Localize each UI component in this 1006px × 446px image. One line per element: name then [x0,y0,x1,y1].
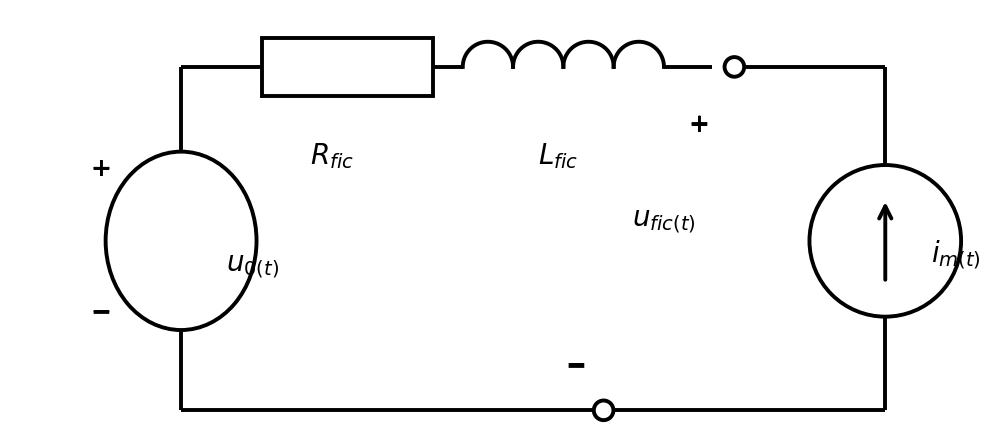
Text: $i_{m(t)}$: $i_{m(t)}$ [931,238,980,271]
Text: +: + [91,158,111,181]
Text: $u_{fic(t)}$: $u_{fic(t)}$ [632,210,696,236]
Text: −: − [565,354,585,378]
Text: $u_{0(t)}$: $u_{0(t)}$ [226,254,280,281]
Ellipse shape [106,152,257,330]
Text: +: + [689,113,709,137]
Bar [262,38,433,96]
Text: −: − [91,301,111,324]
Text: +: + [689,113,709,136]
Text: +: + [91,157,111,182]
Text: $R_{fic}$: $R_{fic}$ [310,141,354,171]
Text: −: − [565,354,585,377]
Text: −: − [91,300,111,324]
Text: $L_{fic}$: $L_{fic}$ [538,141,578,171]
